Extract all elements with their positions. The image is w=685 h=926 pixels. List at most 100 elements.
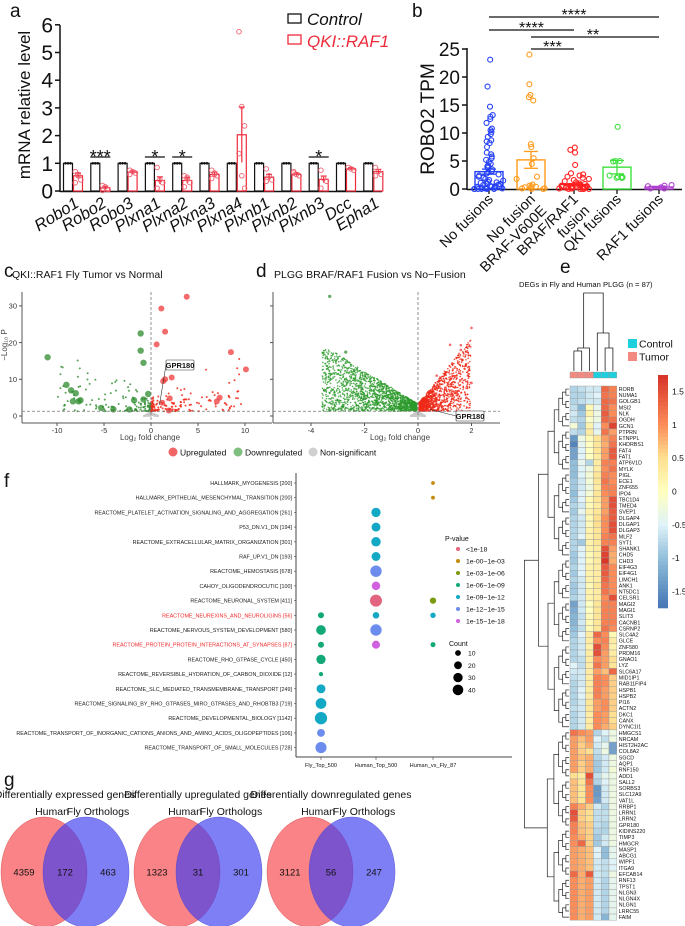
heatmap-cell (585, 717, 594, 724)
heatmap-cell (593, 484, 602, 491)
heatmap-cell (601, 662, 610, 669)
point-upregulated (458, 352, 460, 355)
point-downregulated (331, 402, 333, 405)
color-scale-segment (658, 584, 668, 589)
point-downregulated (376, 386, 379, 389)
heatmap-cell (608, 582, 618, 589)
legend-swatch-control (628, 339, 637, 348)
point-downregulated (114, 381, 117, 384)
point-downregulated (410, 399, 412, 401)
point-upregulated-highlight (158, 305, 165, 312)
point-downregulated (371, 407, 374, 410)
venn-count-human-only: 1323 (146, 868, 167, 879)
panel-a-bar-chart: mRNA relative level Control QKI::RAF1 01… (15, 10, 389, 236)
point-downregulated (321, 387, 324, 390)
point-downregulated (328, 370, 331, 373)
point-upregulated (462, 352, 465, 355)
pvalue-legend-dot (456, 559, 460, 563)
bar-control (144, 162, 155, 192)
point-downregulated (380, 393, 382, 396)
point-upregulated (456, 407, 458, 409)
heatmap-cell (601, 422, 610, 430)
point-downregulated (349, 382, 351, 385)
heatmap-cell (569, 680, 579, 688)
heatmap-cell (569, 637, 579, 645)
heatmap-cell (577, 913, 586, 921)
point-downregulated (328, 366, 331, 368)
row-label: LYZ (619, 663, 629, 669)
point-downregulated (347, 407, 349, 410)
point-upregulated (437, 409, 439, 412)
point-downregulated (343, 366, 346, 369)
point-upregulated (156, 402, 159, 405)
row-label: LRRN2 (619, 817, 636, 823)
heatmap-cell (601, 748, 610, 755)
term-label: REACTOME_NEURONAL_SYSTEM [411] (190, 599, 292, 605)
heatmap-cell (585, 735, 594, 743)
data-point (525, 94, 532, 101)
point-downregulated (135, 405, 138, 408)
heatmap-cell (577, 797, 586, 804)
heatmap-cell (585, 870, 594, 878)
color-scale-segment (658, 464, 668, 469)
point-downregulated (324, 362, 326, 365)
point-downregulated-highlight (63, 381, 70, 389)
point-downregulated (368, 391, 371, 394)
color-scale-segment (658, 437, 668, 442)
point-downregulated (350, 382, 353, 385)
point-downregulated (375, 407, 378, 410)
point-upregulated (449, 404, 452, 407)
heatmap-cell (569, 563, 579, 571)
point-downregulated (361, 399, 364, 402)
heatmap-cell (601, 649, 610, 657)
heatmap-cell (569, 668, 579, 675)
point-downregulated (364, 400, 366, 403)
data-point (488, 125, 495, 132)
point-downregulated (347, 367, 349, 370)
point-downregulated (372, 388, 375, 391)
point-downregulated (347, 396, 349, 398)
point-downregulated (334, 408, 337, 411)
heatmap-cell (601, 631, 610, 638)
point-downregulated (346, 403, 349, 406)
point-upregulated (442, 372, 445, 375)
point-downregulated (322, 354, 325, 357)
color-scale-segment (658, 491, 668, 496)
point-upregulated (443, 391, 446, 393)
point-downregulated (343, 395, 346, 397)
heatmap-cell (601, 698, 610, 706)
enrichment-dot (429, 597, 437, 604)
point-downregulated (333, 391, 335, 393)
point-downregulated (349, 384, 351, 387)
point-upregulated (236, 397, 239, 400)
point-downregulated (345, 396, 348, 399)
point-qki-raf1 (351, 167, 357, 173)
heatmap-cell (569, 662, 579, 669)
data-point (487, 115, 494, 123)
point-downregulated (325, 368, 328, 370)
point-control (146, 162, 149, 165)
point-downregulated (325, 383, 328, 386)
point-downregulated (369, 409, 372, 412)
heatmap-cell (601, 686, 610, 694)
point-downregulated (124, 409, 127, 412)
point-downregulated (389, 396, 392, 398)
row-label: OGDH (619, 418, 635, 424)
row-dendrogram (562, 649, 566, 663)
point-downregulated (327, 366, 330, 369)
heatmap-cell (608, 471, 618, 479)
point-downregulated (340, 374, 342, 376)
point-downregulated (373, 404, 376, 406)
point-downregulated (367, 387, 369, 390)
row-label: VAT1L (619, 798, 634, 804)
point-downregulated (380, 399, 383, 402)
point-upregulated (444, 373, 447, 376)
point-upregulated (439, 379, 442, 382)
point-upregulated (451, 382, 454, 384)
point-upregulated (451, 362, 453, 364)
point-downregulated (326, 365, 329, 367)
heatmap-cell (601, 870, 610, 878)
point-downregulated (359, 406, 361, 409)
heatmap-cell (585, 772, 594, 780)
heatmap-cell (577, 539, 586, 546)
